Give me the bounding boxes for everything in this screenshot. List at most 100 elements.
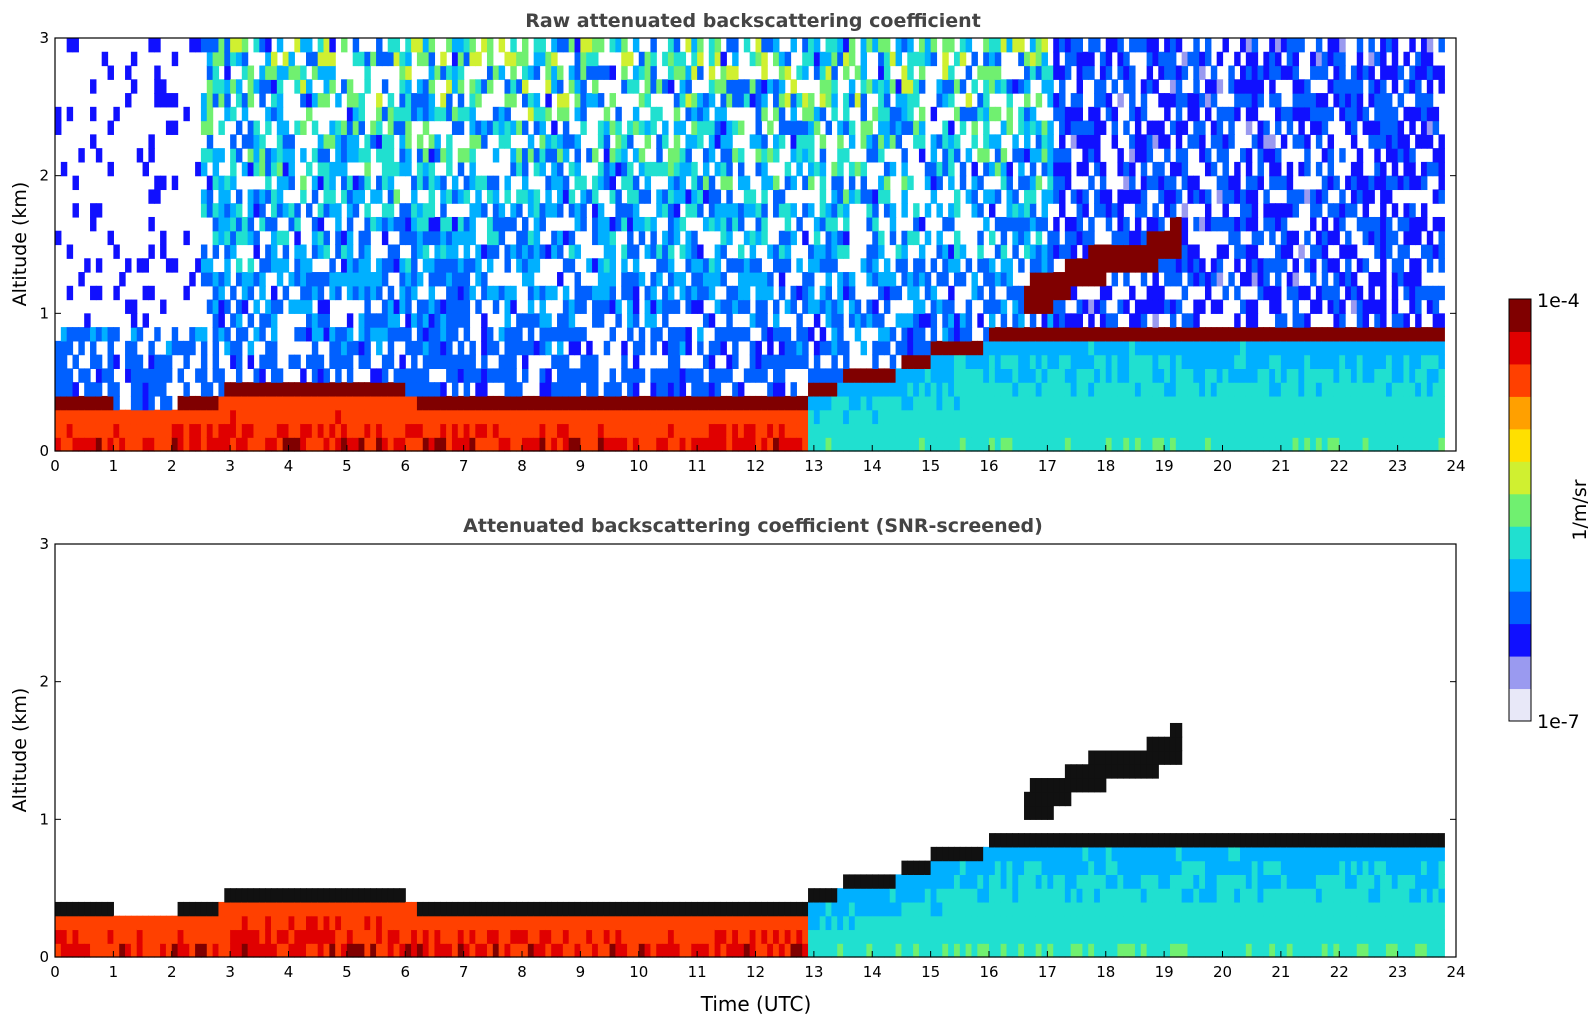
heatmap-cell bbox=[609, 175, 616, 191]
heatmap-cell bbox=[504, 285, 511, 301]
heatmap-cell bbox=[241, 299, 249, 314]
heatmap-cell bbox=[702, 437, 710, 452]
heatmap-cell bbox=[767, 423, 774, 438]
heatmap-cell bbox=[615, 161, 622, 177]
heatmap-cell bbox=[1432, 161, 1440, 177]
heatmap-cell bbox=[55, 106, 62, 122]
heatmap-cell bbox=[1356, 38, 1364, 53]
heatmap-cell bbox=[1111, 244, 1119, 259]
heatmap-cell bbox=[341, 395, 348, 411]
heatmap-cell bbox=[206, 175, 214, 191]
heatmap-cell bbox=[101, 423, 109, 438]
heatmap-cell bbox=[1181, 258, 1189, 273]
heatmap-cell bbox=[644, 244, 652, 259]
heatmap-cell bbox=[638, 148, 646, 163]
heatmap-cell bbox=[218, 38, 225, 53]
heatmap-cell bbox=[1310, 340, 1317, 356]
heatmap-cell bbox=[918, 437, 926, 452]
heatmap-cell bbox=[218, 395, 225, 411]
heatmap-cell bbox=[860, 106, 868, 122]
heatmap-cell bbox=[913, 258, 920, 273]
heatmap-cell bbox=[697, 120, 704, 135]
heatmap-cell bbox=[1286, 244, 1294, 259]
heatmap-cell bbox=[557, 106, 564, 122]
heatmap-cell bbox=[761, 409, 768, 425]
heatmap-cell bbox=[679, 161, 687, 177]
heatmap-cell bbox=[1380, 244, 1387, 259]
heatmap-cell bbox=[813, 313, 821, 328]
heatmap-cell bbox=[1310, 244, 1317, 259]
heatmap-cell bbox=[1257, 395, 1264, 411]
heatmap-cell bbox=[948, 93, 955, 108]
heatmap-cell bbox=[901, 120, 908, 135]
heatmap-cell bbox=[685, 79, 692, 94]
heatmap-cell bbox=[551, 395, 558, 411]
heatmap-cell bbox=[1362, 65, 1370, 80]
heatmap-cell bbox=[1415, 216, 1422, 232]
heatmap-cell bbox=[1111, 79, 1119, 94]
heatmap-cell bbox=[1123, 382, 1130, 397]
heatmap-cell bbox=[440, 203, 447, 218]
heatmap-cell bbox=[959, 409, 967, 425]
heatmap-cell bbox=[1146, 244, 1154, 259]
heatmap-cell bbox=[1257, 258, 1264, 273]
heatmap-cell bbox=[498, 38, 506, 53]
heatmap-cell bbox=[1111, 327, 1119, 342]
heatmap-cell bbox=[1210, 65, 1218, 80]
heatmap-cell bbox=[235, 216, 243, 232]
heatmap-cell bbox=[370, 285, 377, 301]
heatmap-cell bbox=[959, 79, 967, 94]
heatmap-cell bbox=[913, 216, 920, 232]
heatmap-cell bbox=[1403, 395, 1410, 411]
heatmap-cell bbox=[282, 258, 290, 273]
heatmap-cell bbox=[428, 354, 436, 369]
heatmap-cell bbox=[1222, 382, 1229, 397]
heatmap-cell bbox=[948, 354, 955, 369]
heatmap-cell bbox=[790, 134, 797, 149]
heatmap-cell bbox=[627, 382, 634, 397]
heatmap-cell bbox=[679, 423, 687, 438]
heatmap-cell bbox=[656, 423, 663, 438]
heatmap-cell bbox=[90, 106, 97, 122]
heatmap-cell bbox=[1064, 382, 1072, 397]
heatmap-cell bbox=[387, 244, 395, 259]
heatmap-cell bbox=[1216, 299, 1224, 314]
heatmap-cell bbox=[1024, 79, 1031, 94]
heatmap-cell bbox=[942, 148, 949, 163]
heatmap-cell bbox=[889, 230, 897, 246]
heatmap-cell bbox=[562, 423, 570, 438]
heatmap-cell bbox=[247, 216, 255, 232]
heatmap-cell bbox=[1012, 134, 1019, 149]
heatmap-cell bbox=[72, 423, 79, 438]
heatmap-cell bbox=[270, 148, 278, 163]
heatmap-cell bbox=[358, 423, 365, 438]
heatmap-cell bbox=[270, 327, 278, 342]
heatmap-cell bbox=[235, 368, 243, 383]
heatmap-cell bbox=[1012, 313, 1019, 328]
heatmap-cell bbox=[1070, 230, 1078, 246]
heatmap-cell bbox=[527, 437, 535, 452]
heatmap-cell bbox=[440, 409, 447, 425]
heatmap-cell bbox=[802, 327, 809, 342]
heatmap-cell bbox=[994, 340, 1002, 356]
heatmap-cell bbox=[1280, 258, 1288, 273]
heatmap-cell bbox=[1292, 382, 1299, 397]
heatmap-cell bbox=[510, 38, 517, 53]
heatmap-cell bbox=[1117, 230, 1124, 246]
heatmap-cell bbox=[1362, 382, 1370, 397]
heatmap-cell bbox=[1158, 409, 1165, 425]
heatmap-cell bbox=[84, 395, 91, 411]
heatmap-cell bbox=[924, 38, 932, 53]
heatmap-cell bbox=[539, 203, 546, 218]
heatmap-cell bbox=[994, 382, 1002, 397]
heatmap-cell bbox=[889, 216, 897, 232]
heatmap-cell bbox=[107, 368, 114, 383]
heatmap-cell bbox=[1146, 285, 1154, 301]
heatmap-cell bbox=[446, 258, 453, 273]
heatmap-cell bbox=[773, 313, 780, 328]
heatmap-cell bbox=[270, 409, 278, 425]
heatmap-cell bbox=[784, 354, 792, 369]
heatmap-cell bbox=[1199, 272, 1206, 287]
heatmap-cell bbox=[1111, 230, 1119, 246]
heatmap-cell bbox=[679, 93, 687, 108]
